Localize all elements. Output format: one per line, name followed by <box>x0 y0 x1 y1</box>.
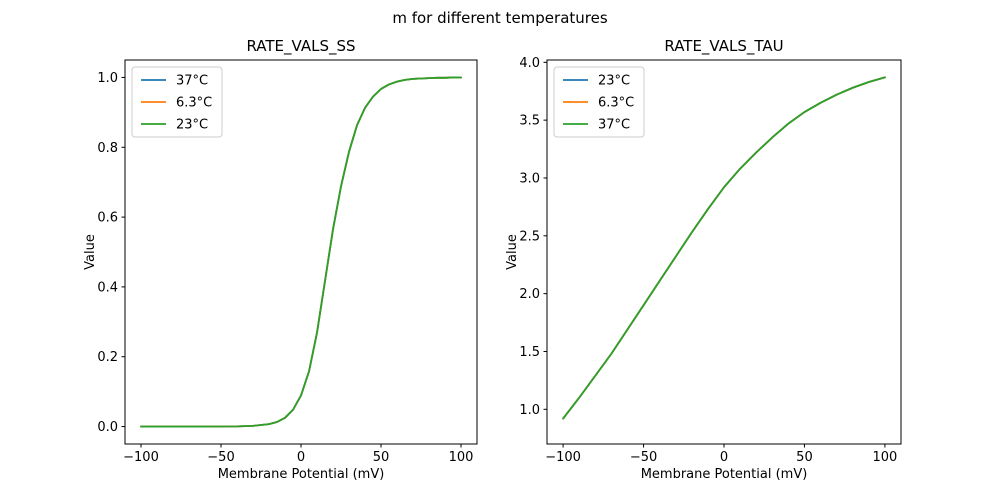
figure-suptitle: m for different temperatures <box>392 9 608 27</box>
y-tick-label: 0.8 <box>97 141 118 156</box>
legend-label: 6.3°C <box>176 96 212 111</box>
y-tick-label: 0.0 <box>97 420 118 435</box>
y-tick-label: 0.6 <box>97 211 118 226</box>
x-axis-label: Membrane Potential (mV) <box>218 467 385 482</box>
x-tick-label: 0 <box>720 450 728 465</box>
x-tick-label: −100 <box>123 450 159 465</box>
legend-label: 37°C <box>598 118 630 133</box>
legend-box <box>553 66 645 138</box>
y-tick-label: 1.5 <box>519 345 540 360</box>
y-tick-label: 2.0 <box>519 287 540 302</box>
series-line-23c <box>140 76 462 428</box>
subplot-title-rate-vals-ss: RATE_VALS_SS <box>246 37 355 56</box>
x-tick-label: −50 <box>630 450 657 465</box>
y-tick-label: 0.4 <box>97 280 118 295</box>
legend-label: 37°C <box>176 74 208 89</box>
x-tick-label: 50 <box>796 450 813 465</box>
legend-box <box>131 66 223 138</box>
x-tick-label: −50 <box>207 450 234 465</box>
x-tick-label: 100 <box>449 450 474 465</box>
legend-label: 6.3°C <box>598 96 634 111</box>
series-line-37c <box>562 76 886 420</box>
y-axis-label: Value <box>505 234 520 270</box>
x-tick-label: 100 <box>872 450 897 465</box>
x-axis-label: Membrane Potential (mV) <box>641 467 808 482</box>
y-axis-label: Value <box>83 234 98 270</box>
legend-label: 23°C <box>598 74 630 89</box>
x-tick-label: −100 <box>545 450 581 465</box>
subplot-title-rate-vals-tau: RATE_VALS_TAU <box>664 37 783 56</box>
y-tick-label: 1.0 <box>97 71 118 86</box>
legend-label: 23°C <box>176 118 208 133</box>
x-tick-label: 0 <box>297 450 305 465</box>
y-tick-label: 3.0 <box>519 171 540 186</box>
y-tick-label: 0.2 <box>97 350 118 365</box>
x-tick-label: 50 <box>373 450 390 465</box>
y-tick-label: 1.0 <box>519 403 540 418</box>
y-tick-label: 4.0 <box>519 56 540 71</box>
y-tick-label: 2.5 <box>519 229 540 244</box>
y-tick-label: 3.5 <box>519 114 540 129</box>
